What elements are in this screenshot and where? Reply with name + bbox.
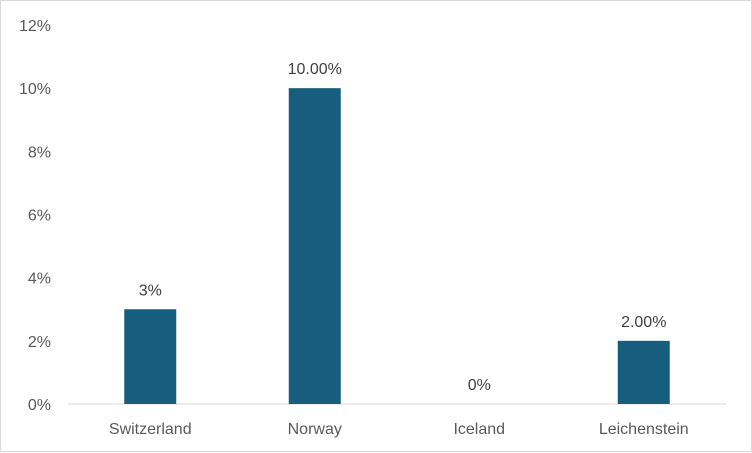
y-tick-label: 12% xyxy=(19,18,51,35)
x-tick-label-norway: Norway xyxy=(288,421,342,438)
y-tick-label: 10% xyxy=(19,81,51,98)
data-label-switzerland: 3% xyxy=(139,282,162,299)
data-label-iceland: 0% xyxy=(468,377,491,394)
y-axis-ticks: 0% 2% 4% 6% 8% 10% 12% xyxy=(19,18,51,414)
x-tick-label-leichenstein: Leichenstein xyxy=(599,421,689,438)
data-labels-group: 3% 10.00% 0% 2.00% xyxy=(139,61,667,394)
x-tick-label-switzerland: Switzerland xyxy=(109,421,192,438)
x-axis-ticks: Switzerland Norway Iceland Leichenstein xyxy=(109,421,689,438)
bar-leichenstein xyxy=(617,340,670,404)
y-tick-label: 8% xyxy=(28,144,51,161)
bar-norway xyxy=(288,88,341,405)
y-tick-label: 6% xyxy=(28,208,51,225)
bars-group xyxy=(124,88,670,405)
x-tick-label-iceland: Iceland xyxy=(453,421,505,438)
y-tick-label: 0% xyxy=(28,397,51,414)
y-tick-label: 2% xyxy=(28,334,51,351)
bar-switzerland xyxy=(124,309,177,404)
y-tick-label: 4% xyxy=(28,271,51,288)
data-label-leichenstein: 2.00% xyxy=(621,314,666,331)
data-label-norway: 10.00% xyxy=(288,61,342,78)
